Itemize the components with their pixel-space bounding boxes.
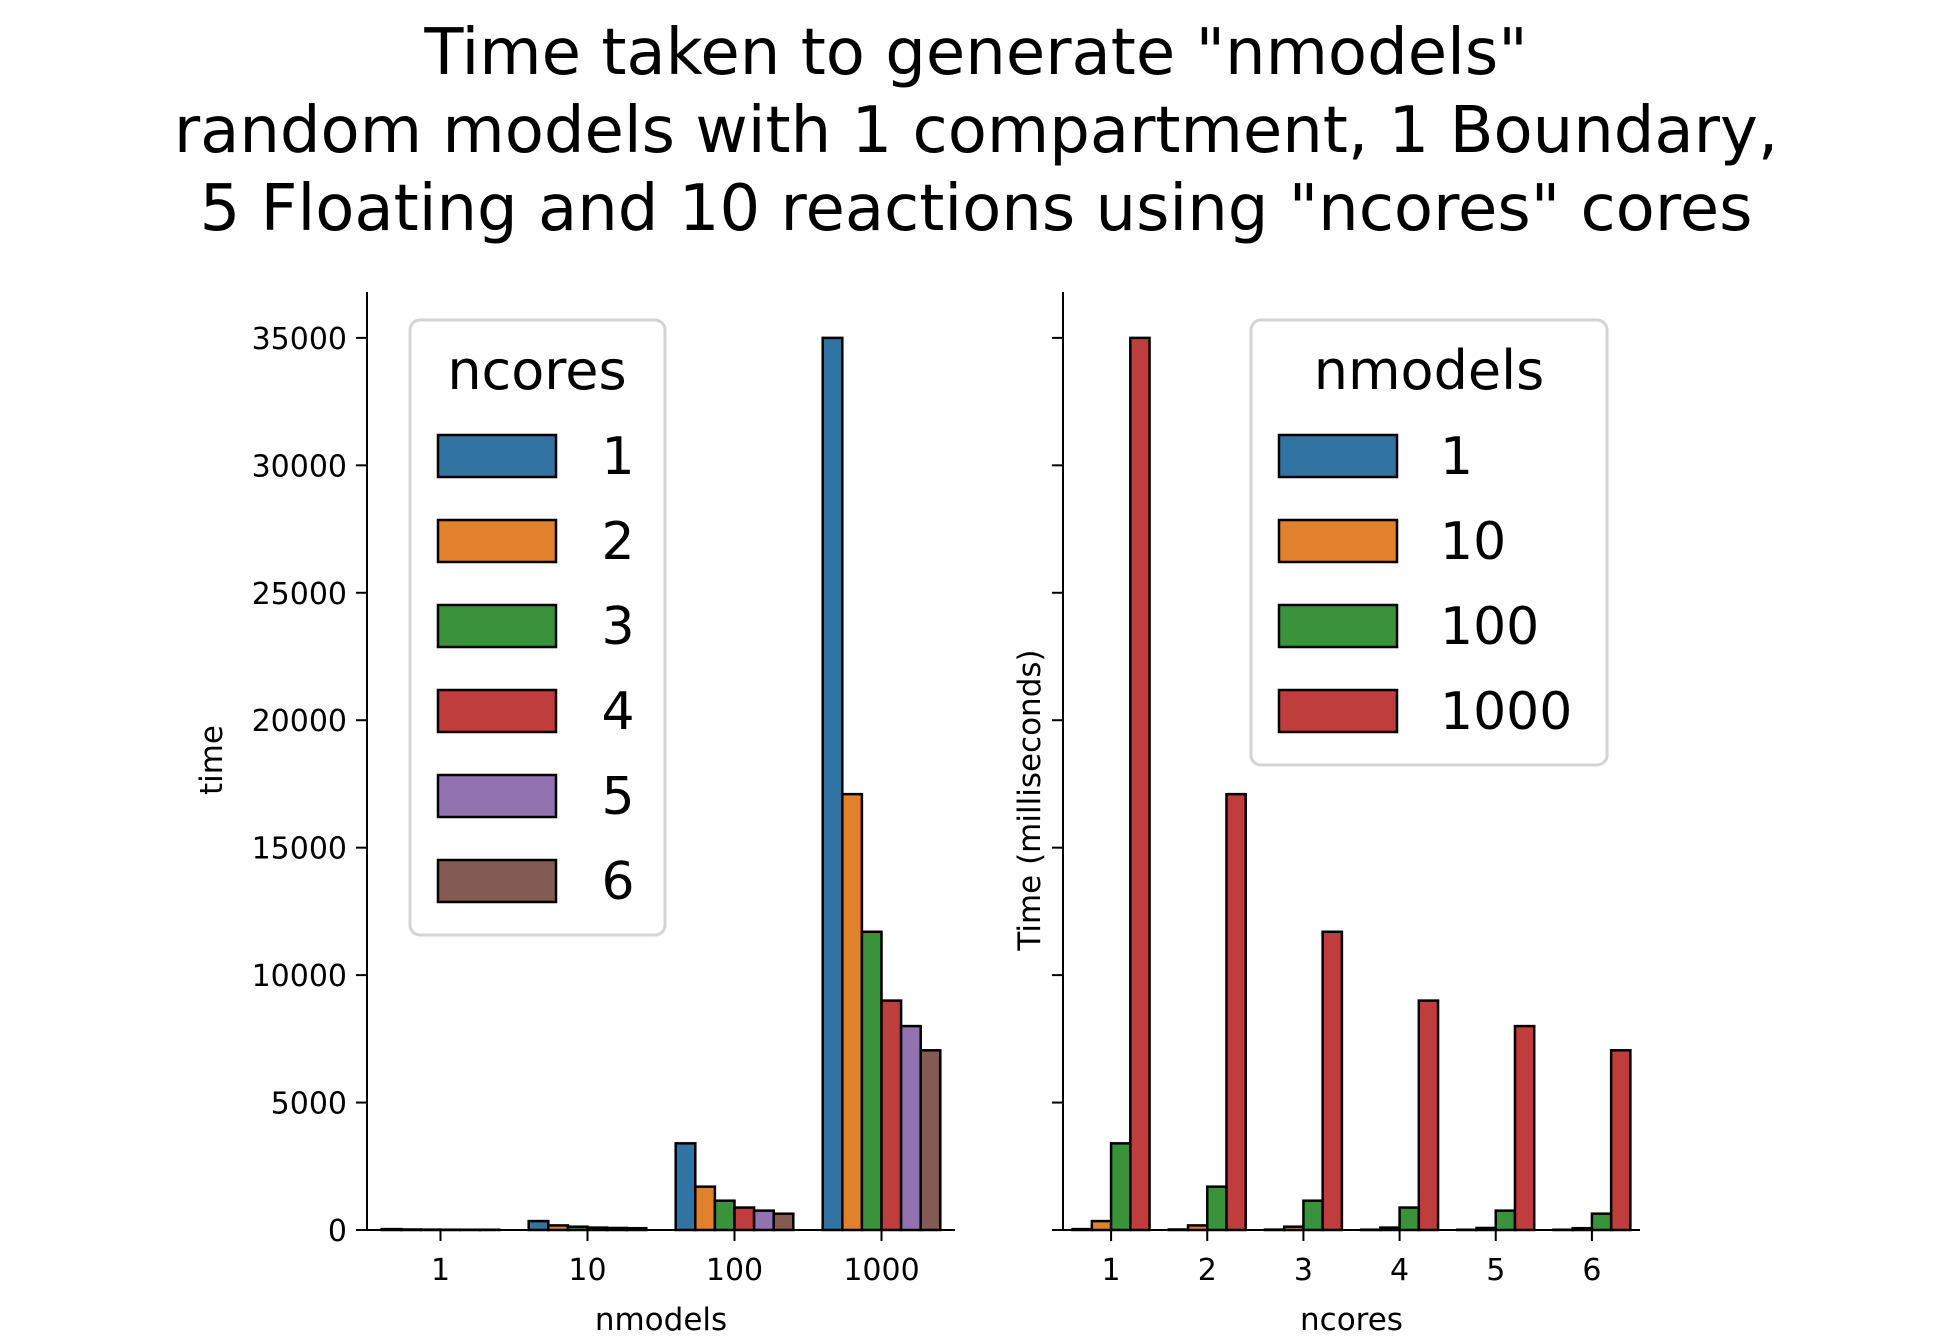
legend: ncores 1 2 3 4 5 6 <box>408 318 667 937</box>
legend-swatch-4 <box>436 688 558 734</box>
y-tick-label: 15000 <box>252 832 347 867</box>
bar-3-series-10 <box>1282 1225 1305 1232</box>
bar-2-series-100 <box>1206 1185 1228 1232</box>
legend-swatch-2 <box>436 518 558 564</box>
y-tick-label: 10000 <box>252 959 347 994</box>
legend-label-10: 10 <box>1440 512 1506 572</box>
x-tick-label: 1 <box>431 1253 450 1288</box>
bar-100-series-5 <box>752 1209 775 1232</box>
bar-1000-series-4 <box>880 999 903 1232</box>
bar-1-series-100 <box>1109 1142 1132 1232</box>
legend-swatch-3 <box>436 603 558 649</box>
bar-4-series-10 <box>1379 1226 1401 1232</box>
legend-swatch-6 <box>436 858 558 904</box>
legend-swatch-1 <box>1277 433 1399 479</box>
bar-1000-series-1 <box>821 336 844 1232</box>
bar-10-series-6 <box>625 1226 648 1232</box>
chart-title-line-2: random models with 1 compartment, 1 Boun… <box>173 94 1779 168</box>
legend-swatch-100 <box>1277 603 1399 649</box>
bar-100-series-1 <box>674 1142 697 1232</box>
legend-label-1000: 1000 <box>1440 682 1572 742</box>
x-tick-label: 10 <box>568 1253 606 1288</box>
bar-5-series-1000 <box>1513 1024 1536 1232</box>
bar-1000-series-5 <box>899 1024 922 1232</box>
bar-6-series-10 <box>1571 1226 1594 1232</box>
bar-1000-series-3 <box>860 930 883 1232</box>
y-tick-label: 0 <box>328 1214 347 1249</box>
bar-4-series-100 <box>1398 1206 1421 1232</box>
y-axis-label: time <box>194 725 230 795</box>
bar-2-series-1000 <box>1225 792 1247 1232</box>
y-axis-label: Time (milliseconds) <box>1012 649 1048 951</box>
bar-5-series-10 <box>1475 1226 1498 1232</box>
bar-100-series-4 <box>733 1206 756 1232</box>
legend: nmodels 1 10 100 1000 <box>1249 318 1609 767</box>
bar-1-series-1 <box>380 1227 403 1232</box>
legend-label-1: 1 <box>601 427 634 487</box>
bar-10-series-1 <box>527 1219 550 1232</box>
x-tick-label: 2 <box>1198 1253 1217 1288</box>
chart-title-line-1: Time taken to generate "nmodels" <box>424 16 1528 90</box>
x-tick-label: 1000 <box>843 1253 919 1288</box>
chart-panel-1: 0 5000 10000 15000 20000 25000 30000 35000 1 10 10… <box>194 292 955 1338</box>
chart-title-line-3: 5 Floating and 10 reactions using "ncore… <box>199 172 1753 246</box>
bar-6-series-1000 <box>1609 1049 1632 1232</box>
y-tick-label: 35000 <box>252 322 347 357</box>
bar-5-series-100 <box>1494 1209 1517 1232</box>
bar-1000-series-2 <box>841 792 864 1232</box>
y-tick-label: 5000 <box>271 1087 347 1122</box>
bar-10-series-2 <box>547 1224 570 1232</box>
legend-label-100: 100 <box>1440 597 1539 657</box>
legend-label-1: 1 <box>1440 427 1473 487</box>
legend-label-5: 5 <box>601 767 634 827</box>
bar-10-series-4 <box>586 1226 609 1232</box>
legend-swatch-10 <box>1277 518 1399 564</box>
bar-100-series-2 <box>694 1185 717 1232</box>
bar-1-series-1000 <box>1129 336 1151 1232</box>
chart-title: Time taken to generate "nmodels" random … <box>0 14 1952 248</box>
bar-3-series-100 <box>1302 1199 1324 1232</box>
legend-frame <box>1249 318 1609 767</box>
x-tick-label: 4 <box>1390 1253 1409 1288</box>
x-tick-label: 1 <box>1102 1253 1121 1288</box>
x-tick-label: 100 <box>706 1253 763 1288</box>
x-axis-label: ncores <box>1300 1302 1403 1338</box>
y-tick-label: 25000 <box>252 577 347 612</box>
bar-1-series-10 <box>1090 1219 1113 1232</box>
bar-1000-series-6 <box>919 1049 942 1232</box>
y-tick-label: 30000 <box>252 449 347 484</box>
legend-swatch-1000 <box>1277 688 1399 734</box>
bar-1-series-1 <box>1071 1227 1094 1232</box>
bar-4-series-1000 <box>1417 999 1440 1232</box>
legend-label-6: 6 <box>601 852 634 912</box>
legend-title: ncores <box>447 339 626 402</box>
legend-label-2: 2 <box>601 512 634 572</box>
bar-2-series-1 <box>1167 1228 1190 1232</box>
legend-swatch-1 <box>436 433 558 479</box>
bar-2-series-10 <box>1186 1224 1209 1232</box>
legend-swatch-5 <box>436 773 558 819</box>
legend-title: nmodels <box>1314 339 1545 402</box>
x-tick-label: 3 <box>1294 1253 1313 1288</box>
bar-10-series-3 <box>566 1225 589 1232</box>
bar-100-series-3 <box>713 1199 736 1232</box>
bar-3-series-1000 <box>1321 930 1344 1232</box>
y-tick-label: 20000 <box>252 704 347 739</box>
bar-100-series-6 <box>772 1212 795 1232</box>
bar-1-series-2 <box>400 1228 423 1232</box>
legend-label-4: 4 <box>601 682 634 742</box>
x-tick-label: 5 <box>1486 1253 1505 1288</box>
x-tick-label: 6 <box>1582 1253 1601 1288</box>
bar-10-series-5 <box>605 1226 628 1232</box>
x-axis-label: nmodels <box>595 1302 727 1338</box>
chart-panel-2: 1 2 3 4 5 6 ncores Time (milliseconds) nmodels 1 1… <box>1012 292 1640 1338</box>
bar-6-series-100 <box>1590 1212 1613 1232</box>
legend-label-3: 3 <box>601 597 634 657</box>
